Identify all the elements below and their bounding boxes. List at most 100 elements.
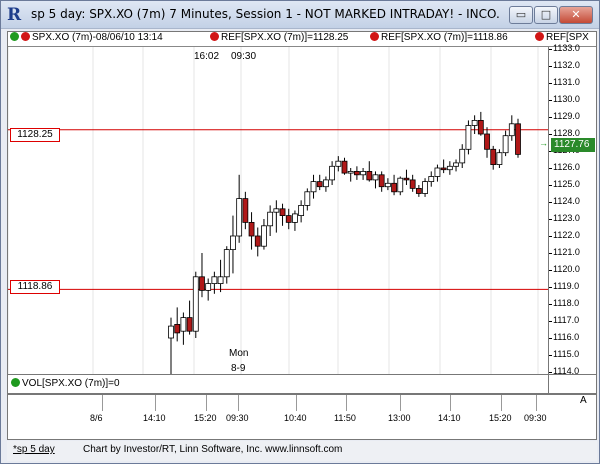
chart-tab[interactable]: *sp 5 day xyxy=(13,444,55,455)
x-tick-label: 15:20 xyxy=(194,413,217,423)
y-tick-mark xyxy=(549,253,552,254)
ref-line-lower-label[interactable]: 1118.86 xyxy=(10,280,60,294)
y-tick-label: 1123.0 xyxy=(553,213,580,223)
y-tick-label: 1126.0 xyxy=(553,162,580,172)
volume-axis-divider xyxy=(548,375,549,393)
candle-body xyxy=(502,135,509,154)
scroll-arrow-icon[interactable]: A xyxy=(580,395,587,406)
x-tick-label: 15:20 xyxy=(489,413,512,423)
candle-body xyxy=(391,182,397,193)
candle-body xyxy=(515,123,521,155)
last-price-tag: 1127.76 xyxy=(551,138,595,152)
candle-body xyxy=(168,325,174,339)
candle-body xyxy=(254,235,261,247)
legend-ref1[interactable]: REF[SPX.XO (7m)]=1128.25 xyxy=(210,32,348,43)
time-axis[interactable]: A 8/6 14:10 15:20 09:30 10:40 11:50 13:00 14:10… xyxy=(7,394,597,440)
x-tick-mark xyxy=(450,395,451,411)
x-tick-label: 09:30 xyxy=(524,413,547,423)
y-tick-mark xyxy=(549,83,552,84)
y-tick-mark xyxy=(549,66,552,67)
candle-body xyxy=(199,276,205,291)
x-tick-label: 13:00 xyxy=(388,413,411,423)
y-tick-label: 1114.0 xyxy=(553,366,580,376)
volume-label: VOL[SPX.XO (7m)]=0 xyxy=(22,378,120,389)
candle-body xyxy=(316,181,323,188)
x-tick-label: 09:30 xyxy=(226,413,249,423)
minimize-button[interactable]: ▭ xyxy=(509,6,533,24)
y-tick-label: 1122.0 xyxy=(553,230,580,240)
candle-body xyxy=(298,204,305,216)
price-axis[interactable]: 1114.0 1115.0 1116.0 1117.0 1118.0 1119.0 1120… xyxy=(548,43,596,390)
x-tick-mark xyxy=(501,395,502,411)
y-tick-mark xyxy=(549,49,552,50)
x-tick-mark xyxy=(536,395,537,411)
close-button[interactable]: ✕ xyxy=(559,6,593,24)
candle-body xyxy=(323,179,329,188)
y-tick-mark xyxy=(549,134,552,135)
y-tick-label: 1119.0 xyxy=(553,281,580,291)
y-tick-label: 1133.0 xyxy=(553,43,580,53)
legend-symbol-text: SPX.XO (7m)-08/06/10 13:14 xyxy=(32,32,163,43)
x-tick-label: 14:10 xyxy=(143,413,166,423)
y-tick-label: 1130.0 xyxy=(553,94,580,104)
red-dot-icon xyxy=(535,32,544,41)
legend-ref3[interactable]: REF[SPX xyxy=(535,32,589,43)
candle-body xyxy=(180,317,187,332)
price-chart-pane[interactable]: SPX.XO (7m)-08/06/10 13:14 REF[SPX.XO (7… xyxy=(7,31,597,391)
volume-legend: VOL[SPX.XO (7m)]=0 xyxy=(11,378,120,389)
candle-body xyxy=(496,152,503,165)
volume-pane[interactable]: VOL[SPX.XO (7m)]=0 xyxy=(7,374,597,394)
y-tick-label: 1132.0 xyxy=(553,60,580,70)
y-tick-mark xyxy=(549,100,552,101)
maximize-button[interactable]: □ xyxy=(534,6,558,24)
y-tick-mark xyxy=(549,287,552,288)
y-tick-mark xyxy=(549,338,552,339)
y-tick-mark xyxy=(549,270,552,271)
green-dot-icon xyxy=(11,378,20,387)
candle-body xyxy=(378,174,385,188)
y-tick-mark xyxy=(549,355,552,356)
ref-line-upper-label[interactable]: 1128.25 xyxy=(10,128,60,142)
candle-body xyxy=(261,225,267,247)
candle-body xyxy=(211,276,218,285)
legend-ref3-text: REF[SPX xyxy=(546,32,589,43)
y-tick-mark xyxy=(549,151,552,152)
candle-body xyxy=(248,221,255,237)
candle-body xyxy=(347,170,354,174)
y-tick-label: 1124.0 xyxy=(553,196,580,206)
candle-body xyxy=(490,148,497,166)
legend-bar: SPX.XO (7m)-08/06/10 13:14 REF[SPX.XO (7… xyxy=(8,32,596,47)
title-bar[interactable]: R sp 5 day: SPX.XO (7m) 7 Minutes, Sessi… xyxy=(1,1,599,29)
day-date-label: 8-9 xyxy=(231,363,246,374)
y-tick-mark xyxy=(549,321,552,322)
green-dot-icon xyxy=(10,32,19,41)
session-start-time-2: 09:30 xyxy=(231,51,257,62)
candle-body xyxy=(372,174,379,181)
y-tick-mark xyxy=(549,304,552,305)
x-tick-mark xyxy=(296,395,297,411)
candlestick-plot[interactable] xyxy=(8,32,548,390)
credit-text: Chart by Investor/RT, Linn Software, Inc… xyxy=(83,444,343,455)
y-tick-label: 1121.0 xyxy=(553,247,580,257)
x-tick-mark xyxy=(206,395,207,411)
candle-body xyxy=(304,191,311,206)
y-tick-label: 1117.0 xyxy=(553,315,580,325)
legend-ref2[interactable]: REF[SPX.XO (7m)]=1118.86 xyxy=(370,32,508,43)
status-bar: *sp 5 day Chart by Investor/RT, Linn Sof… xyxy=(7,441,597,461)
y-tick-label: 1115.0 xyxy=(553,349,580,359)
candle-body xyxy=(341,160,348,174)
legend-symbol[interactable]: SPX.XO (7m)-08/06/10 13:14 xyxy=(10,32,163,43)
candle-body xyxy=(242,198,249,223)
y-tick-label: 1120.0 xyxy=(553,264,580,274)
candle-body xyxy=(360,170,366,176)
y-tick-mark xyxy=(549,236,552,237)
candle-body xyxy=(453,162,459,167)
y-tick-label: 1129.0 xyxy=(553,111,580,121)
candle-body xyxy=(422,181,428,194)
red-dot-icon xyxy=(210,32,219,41)
candle-body xyxy=(236,198,243,237)
candle-body xyxy=(335,160,342,167)
candle-body xyxy=(440,167,447,171)
candle-body xyxy=(446,165,453,171)
candle-body xyxy=(459,148,466,164)
